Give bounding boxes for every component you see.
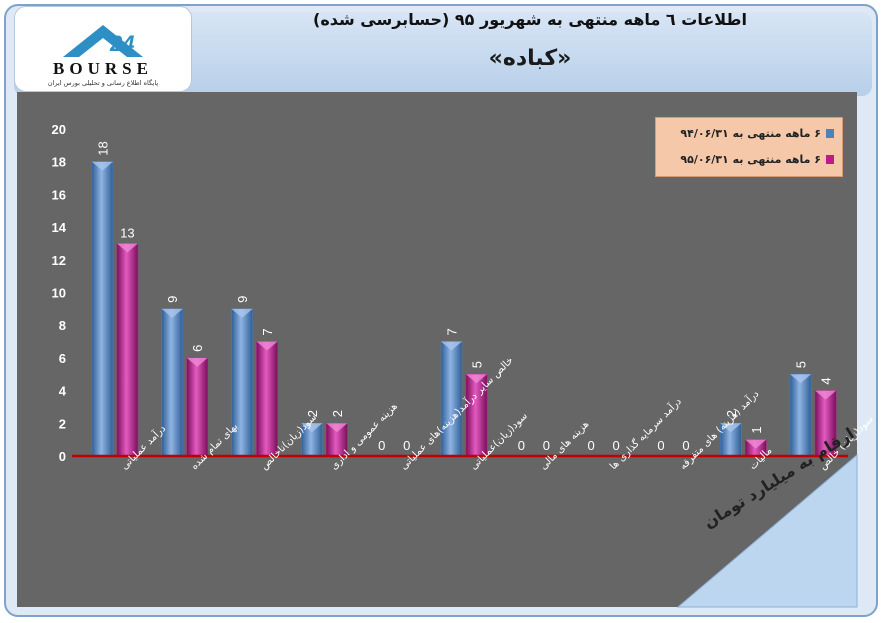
bar — [91, 161, 114, 457]
legend-label-1: ۶ ماهه منتهی به ۹۴/۰۶/۳۱ — [680, 127, 821, 140]
bar — [186, 357, 208, 457]
data-label: 0 — [403, 438, 410, 453]
data-label: 0 — [518, 438, 525, 453]
bar-cap — [91, 161, 113, 171]
logo-brand: BOURSE — [53, 59, 153, 78]
bar — [789, 374, 812, 457]
data-label: 0 — [543, 438, 550, 453]
bar-cap — [745, 439, 767, 449]
data-label: 0 — [588, 438, 595, 453]
category-label: درآمد سرمایه گذاری ها — [607, 395, 684, 472]
data-label: 0 — [657, 438, 664, 453]
y-tick-label: 6 — [59, 351, 66, 366]
y-tick-label: 18 — [52, 155, 66, 170]
data-label: 9 — [165, 296, 180, 303]
logo-tagline: پایگاه اطلاع رسانی و تحلیلی بورس ایران — [47, 79, 159, 87]
legend-item-2: ۶ ماهه منتهی به ۹۵/۰۶/۳۱ — [680, 153, 834, 166]
data-label: 2 — [330, 410, 345, 417]
data-label: 4 — [819, 377, 834, 384]
data-label: 7 — [445, 328, 460, 335]
y-tick-label: 14 — [52, 220, 67, 235]
legend-label-2: ۶ ماهه منتهی به ۹۵/۰۶/۳۱ — [680, 153, 821, 166]
bar-cap — [790, 374, 812, 384]
bar-cap — [116, 243, 138, 253]
company-name: «کباده» — [488, 46, 572, 71]
data-label: 5 — [470, 361, 485, 368]
data-label: 0 — [613, 438, 620, 453]
bar-cap — [326, 423, 348, 433]
data-label: 5 — [794, 361, 809, 368]
bar-cap — [720, 423, 742, 433]
bar — [116, 243, 139, 457]
bar-cap — [231, 308, 253, 318]
y-tick-label: 12 — [52, 253, 66, 268]
data-label: 0 — [378, 438, 385, 453]
y-tick-label: 10 — [52, 286, 66, 301]
legend-swatch-2 — [826, 155, 834, 164]
bar-cap — [815, 390, 837, 400]
units-banner — [676, 453, 858, 608]
bar — [440, 341, 463, 457]
logo-graphic: 24 — [63, 25, 143, 57]
svg-text:24: 24 — [109, 31, 134, 56]
data-label: 7 — [260, 328, 275, 335]
data-label: 9 — [235, 296, 250, 303]
data-label: 2 — [305, 410, 320, 417]
y-tick-label: 0 — [59, 449, 66, 464]
data-label: 2 — [724, 410, 739, 417]
bar-cap — [301, 423, 323, 433]
bar — [256, 341, 278, 457]
data-label: 6 — [190, 345, 205, 352]
logo: 24 BOURSE پایگاه اطلاع رسانی و تحلیلی بو… — [14, 6, 192, 92]
bar-cap — [186, 357, 208, 367]
bar-cap — [256, 341, 278, 351]
y-tick-label: 2 — [59, 416, 66, 431]
data-label: 18 — [95, 141, 110, 155]
bar-cap — [161, 308, 183, 318]
bar-cap — [466, 374, 487, 384]
y-tick-label: 8 — [59, 318, 66, 333]
data-label: 13 — [120, 225, 134, 240]
legend-swatch-1 — [826, 129, 834, 138]
y-tick-label: 4 — [59, 384, 67, 399]
data-label: 0 — [682, 438, 689, 453]
page-title: اطلاعات ٦ ماهه منتهی به شهریور ۹۵ (حسابر… — [313, 10, 747, 29]
legend-item-1: ۶ ماهه منتهی به ۹۴/۰۶/۳۱ — [680, 127, 834, 140]
y-tick-label: 16 — [52, 187, 66, 202]
bar-cap — [441, 341, 462, 351]
plot-area — [17, 92, 857, 607]
y-tick-label: 20 — [52, 122, 66, 137]
legend: ۶ ماهه منتهی به ۹۴/۰۶/۳۱ ۶ ماهه منتهی به… — [655, 117, 843, 177]
data-label: 1 — [749, 426, 764, 433]
